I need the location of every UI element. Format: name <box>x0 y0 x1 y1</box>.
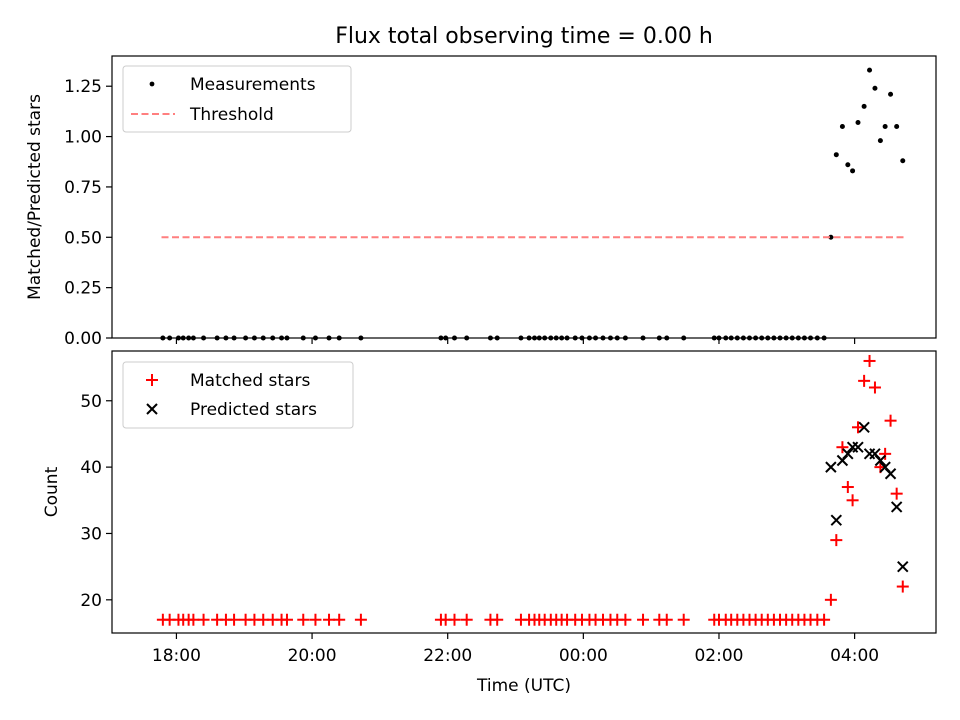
measurement-point <box>867 67 873 73</box>
predicted-point <box>890 501 903 513</box>
matched-point <box>863 354 876 367</box>
measurement-point <box>828 234 834 240</box>
bottom-ytick-label: 50 <box>80 392 102 412</box>
top-legend: Measurements Threshold <box>122 65 352 133</box>
matched-point <box>333 613 346 626</box>
matched-point <box>297 613 310 626</box>
matched-point <box>846 494 859 507</box>
measurement-point <box>850 168 856 174</box>
bottom-axes-frame <box>111 350 937 634</box>
measurement-point <box>877 138 883 144</box>
matched-point <box>660 613 673 626</box>
matched-point <box>197 613 210 626</box>
top-ytick-label: 1.00 <box>64 128 102 148</box>
legend-matched-label: Matched stars <box>190 371 310 391</box>
matched-point <box>824 593 837 606</box>
legend-predicted-label: Predicted stars <box>190 400 317 420</box>
measurement-point <box>872 85 878 91</box>
bottom-ytick-label: 30 <box>80 524 102 544</box>
predicted-point <box>825 461 837 473</box>
top-ytick-label: 0.25 <box>64 279 102 299</box>
matched-point <box>879 447 892 460</box>
matched-point <box>187 613 200 626</box>
predicted-point <box>874 454 887 467</box>
measurement-point <box>861 103 867 109</box>
top-ytick-label: 0.50 <box>64 228 102 248</box>
predicted-point <box>830 514 843 526</box>
matched-point <box>280 613 293 626</box>
chart-title: Flux total observing time = 0.00 h <box>335 24 713 49</box>
bottom-legend: Matched stars Predicted stars <box>122 361 354 429</box>
top-ytick-label: 0.00 <box>64 329 102 349</box>
measurement-point <box>894 124 900 129</box>
xtick-label: 20:00 <box>288 646 337 666</box>
top-panel: 0.00 0.25 0.50 0.75 1.00 1.25 Matched/Predict… <box>25 55 937 349</box>
predicted-point <box>884 468 897 480</box>
xtick-label: 02:00 <box>694 646 743 666</box>
predicted-point <box>897 560 909 573</box>
xtick-label: 00:00 <box>559 646 608 666</box>
matched-point <box>637 613 650 626</box>
matched-point <box>884 414 897 427</box>
top-ytick-label: 1.25 <box>64 77 102 97</box>
predicted-point <box>858 421 870 434</box>
measurement-point <box>888 91 894 97</box>
top-y-axis-label: Matched/Predicted stars <box>25 94 45 300</box>
measurement-point <box>839 124 845 129</box>
predicted-point <box>842 448 854 460</box>
measurement-point <box>882 124 888 129</box>
legend-measurements-label: Measurements <box>190 75 316 95</box>
bottom-y-axis-label: Count <box>42 466 62 517</box>
matched-point <box>677 613 690 626</box>
xtick-label: 22:00 <box>423 646 472 666</box>
matched-point <box>619 613 632 626</box>
measurement-point <box>900 158 906 164</box>
measurement-point <box>833 152 839 158</box>
matched-point <box>858 374 871 387</box>
legend-threshold-label: Threshold <box>189 105 274 125</box>
xtick-label: 04:00 <box>830 646 879 666</box>
matched-point <box>491 613 504 626</box>
legend-predicted-marker <box>146 403 158 415</box>
matched-point <box>896 580 909 593</box>
top-axes-frame <box>111 55 937 339</box>
matched-point <box>868 381 881 394</box>
bottom-ytick-label: 40 <box>80 458 102 478</box>
top-ytick-label: 0.75 <box>64 178 102 198</box>
matched-point <box>852 421 865 434</box>
matched-point <box>460 613 473 626</box>
matched-point <box>354 613 367 626</box>
matched-point <box>830 534 843 547</box>
matched-point <box>323 613 336 626</box>
matched-point <box>818 613 831 626</box>
measurement-point <box>845 162 851 168</box>
measurement-point <box>855 119 861 125</box>
legend-matched-marker <box>146 374 158 386</box>
matched-point <box>309 613 322 626</box>
predicted-point <box>852 441 864 453</box>
matched-point <box>448 613 461 626</box>
matched-point <box>228 613 241 626</box>
matched-point <box>836 441 849 454</box>
matched-point <box>841 481 854 494</box>
x-axis-label: Time (UTC) <box>476 676 571 696</box>
matched-point <box>890 487 903 500</box>
bottom-ytick-label: 20 <box>80 591 102 611</box>
xtick-label: 18:00 <box>152 646 201 666</box>
legend-measurements-marker <box>149 81 155 87</box>
